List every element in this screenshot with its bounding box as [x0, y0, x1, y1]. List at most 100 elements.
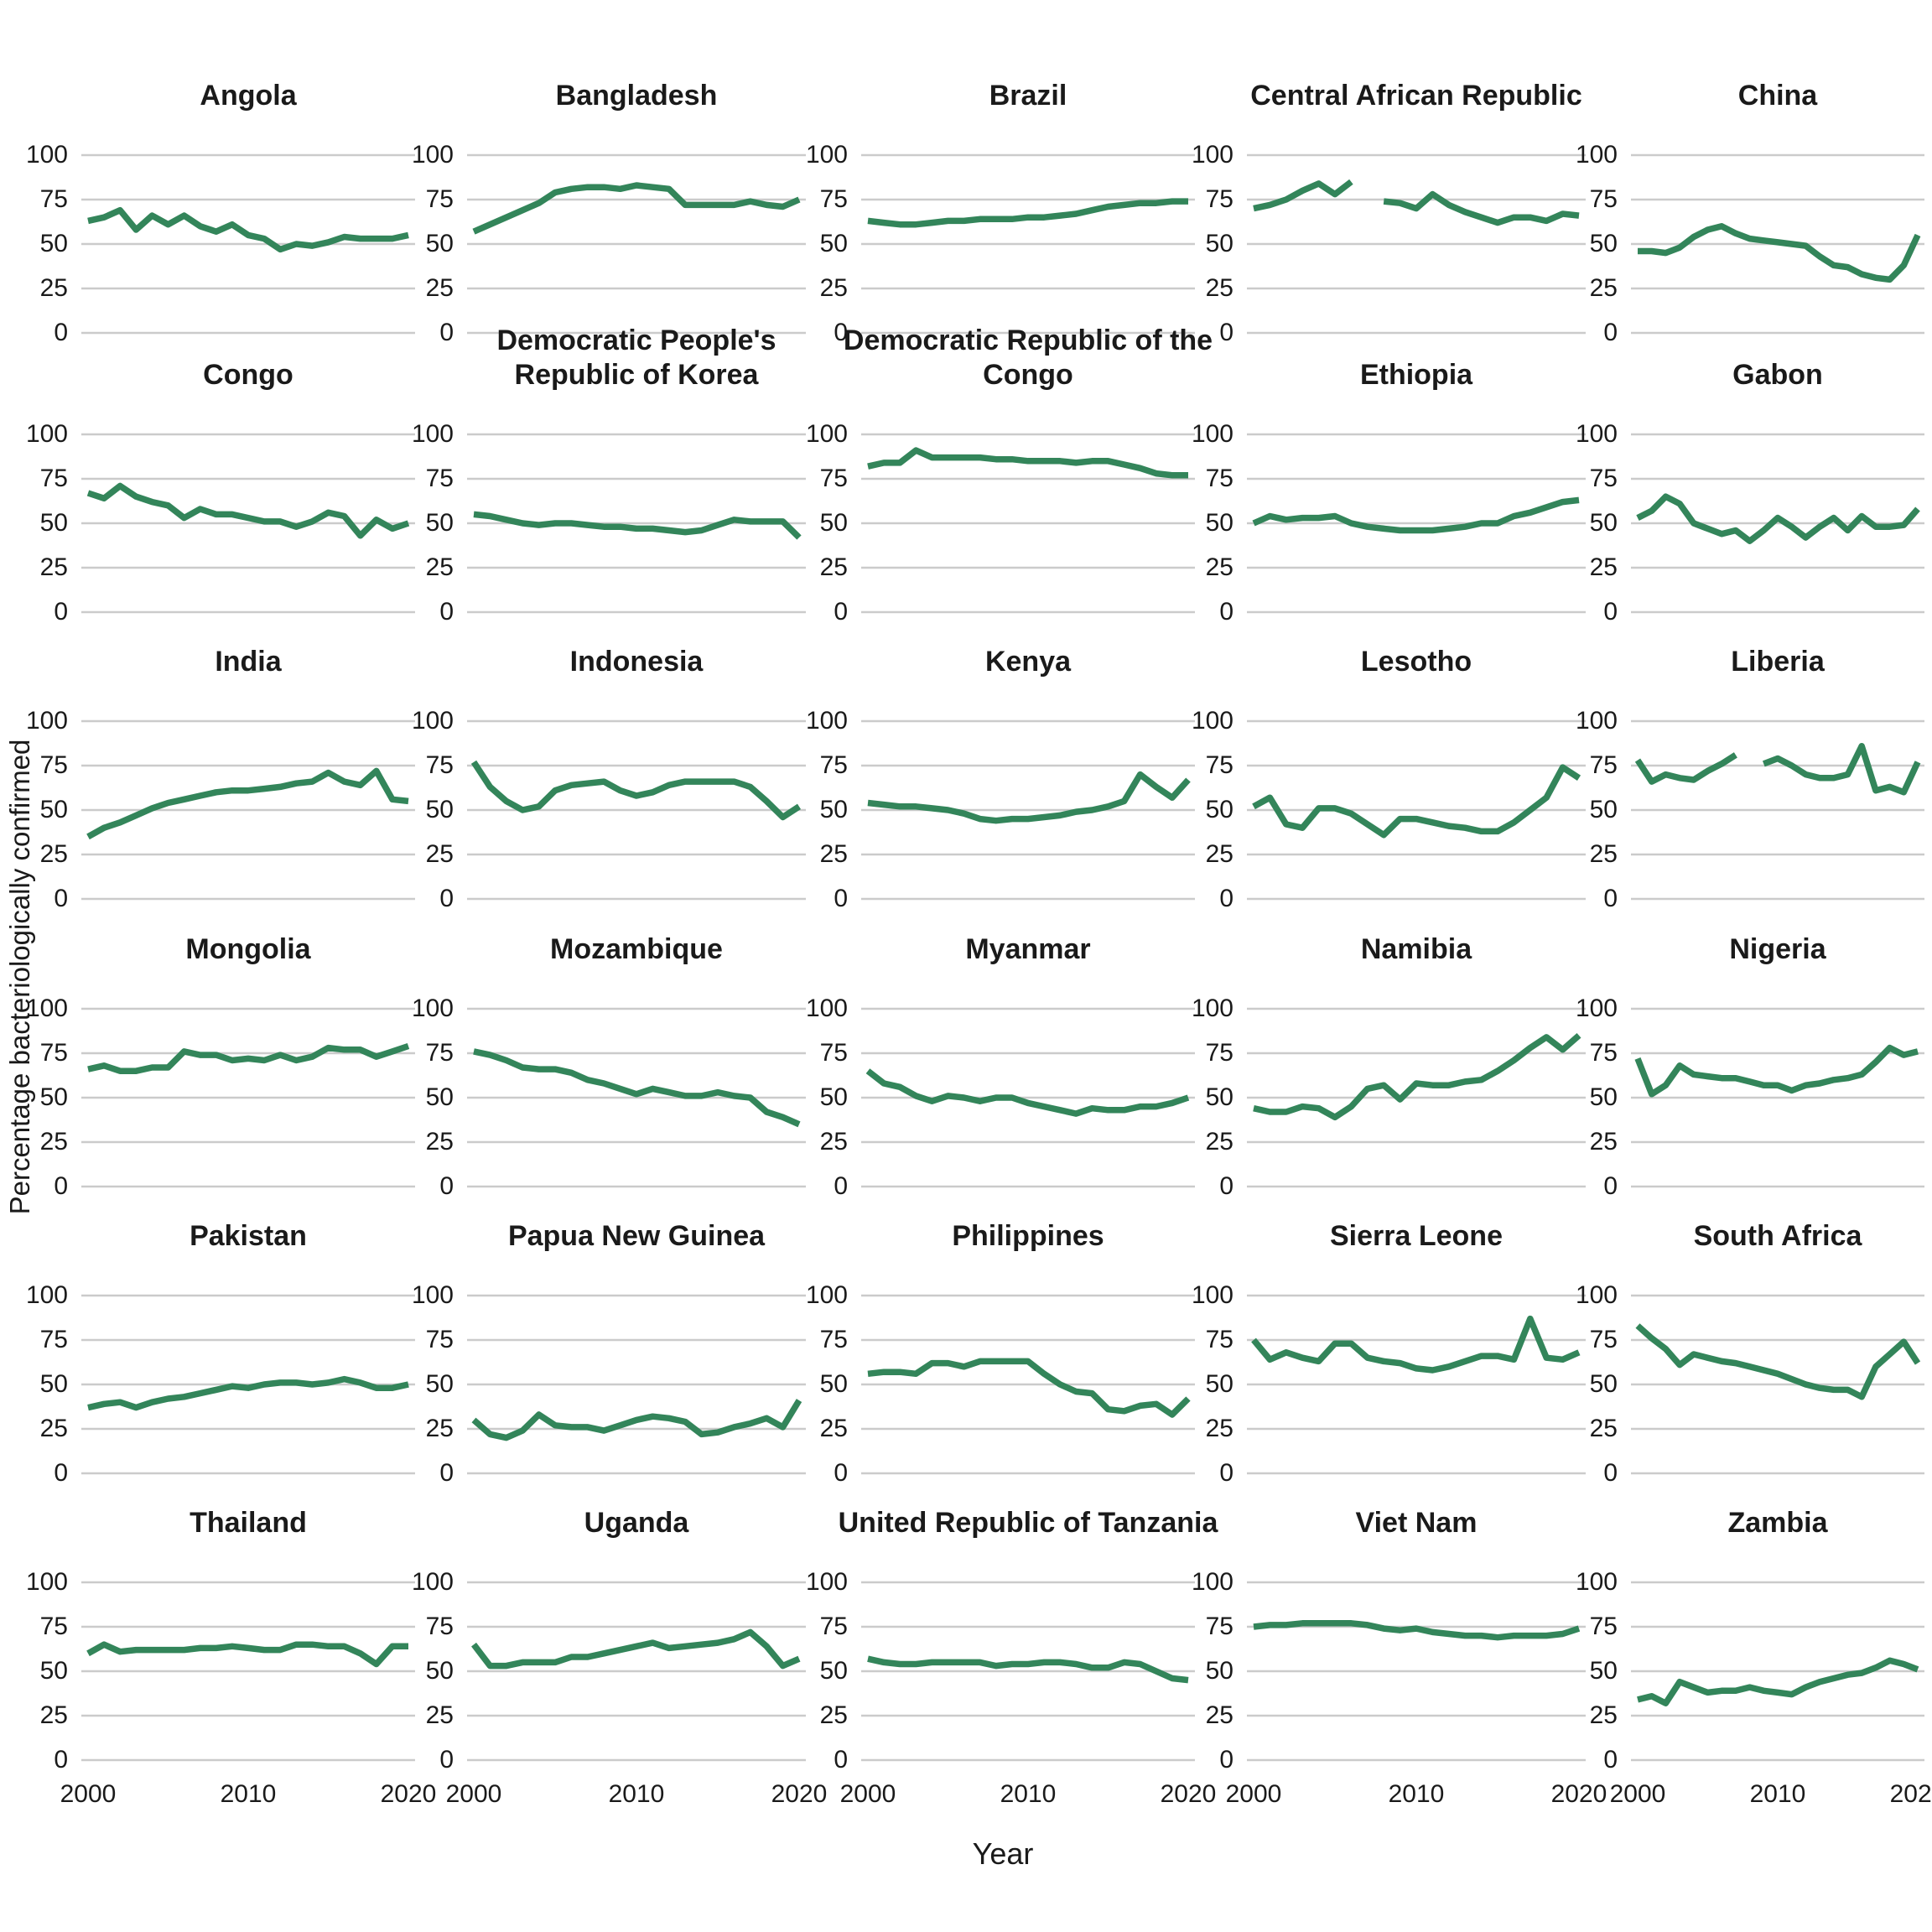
panel-title-zambia: Zambia: [1727, 1507, 1828, 1540]
data-line-china: [1638, 223, 1921, 283]
y-tick-label: 100: [25, 1281, 68, 1309]
y-tick-label: 0: [1219, 1459, 1233, 1487]
data-line-kenya: [867, 771, 1191, 824]
y-tick-label: 100: [25, 141, 68, 169]
y-tick-label: 50: [819, 230, 848, 257]
data-line-central-african-republic: [1253, 179, 1353, 212]
line-chart-congo: [81, 433, 415, 614]
y-tick-label: 0: [834, 1746, 848, 1774]
y-tick-label: 75: [819, 1039, 848, 1067]
data-line-liberia: [1762, 742, 1921, 796]
y-tick-label: 0: [1219, 1746, 1233, 1774]
y-tick-label: 50: [819, 1657, 848, 1685]
x-tick-label: 2010: [1749, 1780, 1806, 1808]
y-axis-title: Percentage bacteriologically confirmed: [4, 739, 35, 1215]
y-tick-label: 25: [425, 1415, 454, 1442]
data-line-papua-new-guinea: [471, 1399, 802, 1441]
y-tick-label: 50: [425, 1083, 454, 1111]
line-chart-china: [1631, 153, 1924, 335]
data-line-mozambique: [473, 1048, 801, 1128]
panel-title-mongolia: Mongolia: [185, 933, 311, 966]
y-tick-label: 50: [39, 1370, 68, 1398]
y-tick-label: 0: [1219, 1172, 1233, 1200]
y-tick-label: 0: [1603, 1746, 1618, 1774]
y-tick-label: 75: [39, 185, 68, 213]
y-tick-label: 100: [1191, 420, 1233, 448]
y-tick-label: 0: [1219, 598, 1233, 626]
y-tick-label: 100: [1191, 1281, 1233, 1309]
panel-title-democratic-people-s-republic-of-korea: Democratic People's Republic of Korea: [496, 325, 776, 392]
line-chart-pakistan: [81, 1294, 415, 1475]
y-tick-label: 50: [425, 1657, 454, 1685]
line-chart-gabon: [1631, 433, 1924, 614]
panel-title-liberia: Liberia: [1731, 646, 1825, 678]
y-tick-label: 100: [805, 1281, 848, 1309]
y-tick-label: 0: [54, 1459, 68, 1487]
x-tick-label: 2010: [220, 1780, 277, 1808]
panel-title-papua-new-guinea: Papua New Guinea: [507, 1220, 766, 1253]
data-line-congo: [86, 482, 410, 539]
y-tick-label: 25: [1589, 553, 1618, 581]
y-tick-label: 100: [411, 1281, 454, 1309]
y-tick-label: 0: [54, 319, 68, 346]
y-tick-label: 25: [819, 840, 848, 868]
y-tick-label: 50: [1589, 230, 1618, 257]
y-tick-label: 25: [39, 840, 68, 868]
line-chart-kenya: [861, 719, 1195, 901]
line-chart-india: [81, 719, 415, 901]
data-line-namibia: [1253, 1032, 1581, 1121]
y-tick-label: 50: [819, 1083, 848, 1111]
x-tick-label: 2020: [771, 1780, 828, 1808]
y-tick-label: 50: [1205, 1657, 1233, 1685]
data-line-uganda: [471, 1628, 801, 1670]
y-tick-label: 100: [805, 707, 848, 735]
panel-title-south-africa: South Africa: [1693, 1220, 1862, 1253]
y-tick-label: 75: [819, 1613, 848, 1640]
y-tick-label: 25: [1205, 553, 1233, 581]
panel-title-bangladesh: Bangladesh: [555, 80, 718, 112]
y-tick-label: 75: [1589, 751, 1618, 779]
y-tick-label: 50: [1589, 1370, 1618, 1398]
y-tick-label: 25: [1205, 274, 1233, 302]
y-tick-label: 50: [425, 509, 454, 537]
panel-title-lesotho: Lesotho: [1360, 646, 1472, 678]
x-tick-label: 2010: [1000, 1780, 1057, 1808]
y-tick-label: 25: [425, 274, 454, 302]
y-tick-label: 100: [1575, 1281, 1618, 1309]
y-tick-label: 50: [39, 509, 68, 537]
panel-title-ethiopia: Ethiopia: [1359, 359, 1473, 392]
y-tick-label: 100: [25, 707, 68, 735]
y-tick-label: 100: [1191, 707, 1233, 735]
y-tick-label: 50: [1589, 1083, 1618, 1111]
y-tick-label: 0: [1603, 319, 1618, 346]
panel-title-thailand: Thailand: [190, 1507, 307, 1540]
y-tick-label: 100: [1575, 420, 1618, 448]
y-tick-label: 50: [819, 1370, 848, 1398]
y-tick-label: 25: [819, 1415, 848, 1442]
line-chart-myanmar: [861, 1007, 1195, 1188]
data-line-brazil: [867, 198, 1188, 228]
y-tick-label: 50: [1205, 796, 1233, 823]
panel-title-kenya: Kenya: [984, 646, 1072, 678]
y-tick-label: 0: [54, 885, 68, 912]
y-tick-label: 50: [425, 796, 454, 823]
data-line-myanmar: [865, 1068, 1190, 1117]
x-tick-label: 2020: [1550, 1780, 1607, 1808]
y-tick-label: 0: [439, 1746, 454, 1774]
y-tick-label: 25: [1589, 840, 1618, 868]
line-chart-thailand: [81, 1581, 415, 1762]
data-line-india: [86, 767, 409, 840]
y-tick-label: 0: [439, 1459, 454, 1487]
x-tick-label: 2000: [839, 1780, 896, 1808]
panel-title-sierra-leone: Sierra Leone: [1330, 1220, 1503, 1253]
y-tick-label: 100: [805, 420, 848, 448]
y-tick-label: 50: [425, 230, 454, 257]
y-tick-label: 75: [1589, 1326, 1618, 1353]
y-tick-label: 75: [39, 751, 68, 779]
x-tick-label: 2020: [1889, 1780, 1932, 1808]
line-chart-sierra-leone: [1247, 1294, 1586, 1475]
line-chart-philippines: [861, 1294, 1195, 1475]
y-tick-label: 75: [39, 465, 68, 492]
y-tick-label: 75: [819, 751, 848, 779]
y-tick-label: 50: [1589, 796, 1618, 823]
